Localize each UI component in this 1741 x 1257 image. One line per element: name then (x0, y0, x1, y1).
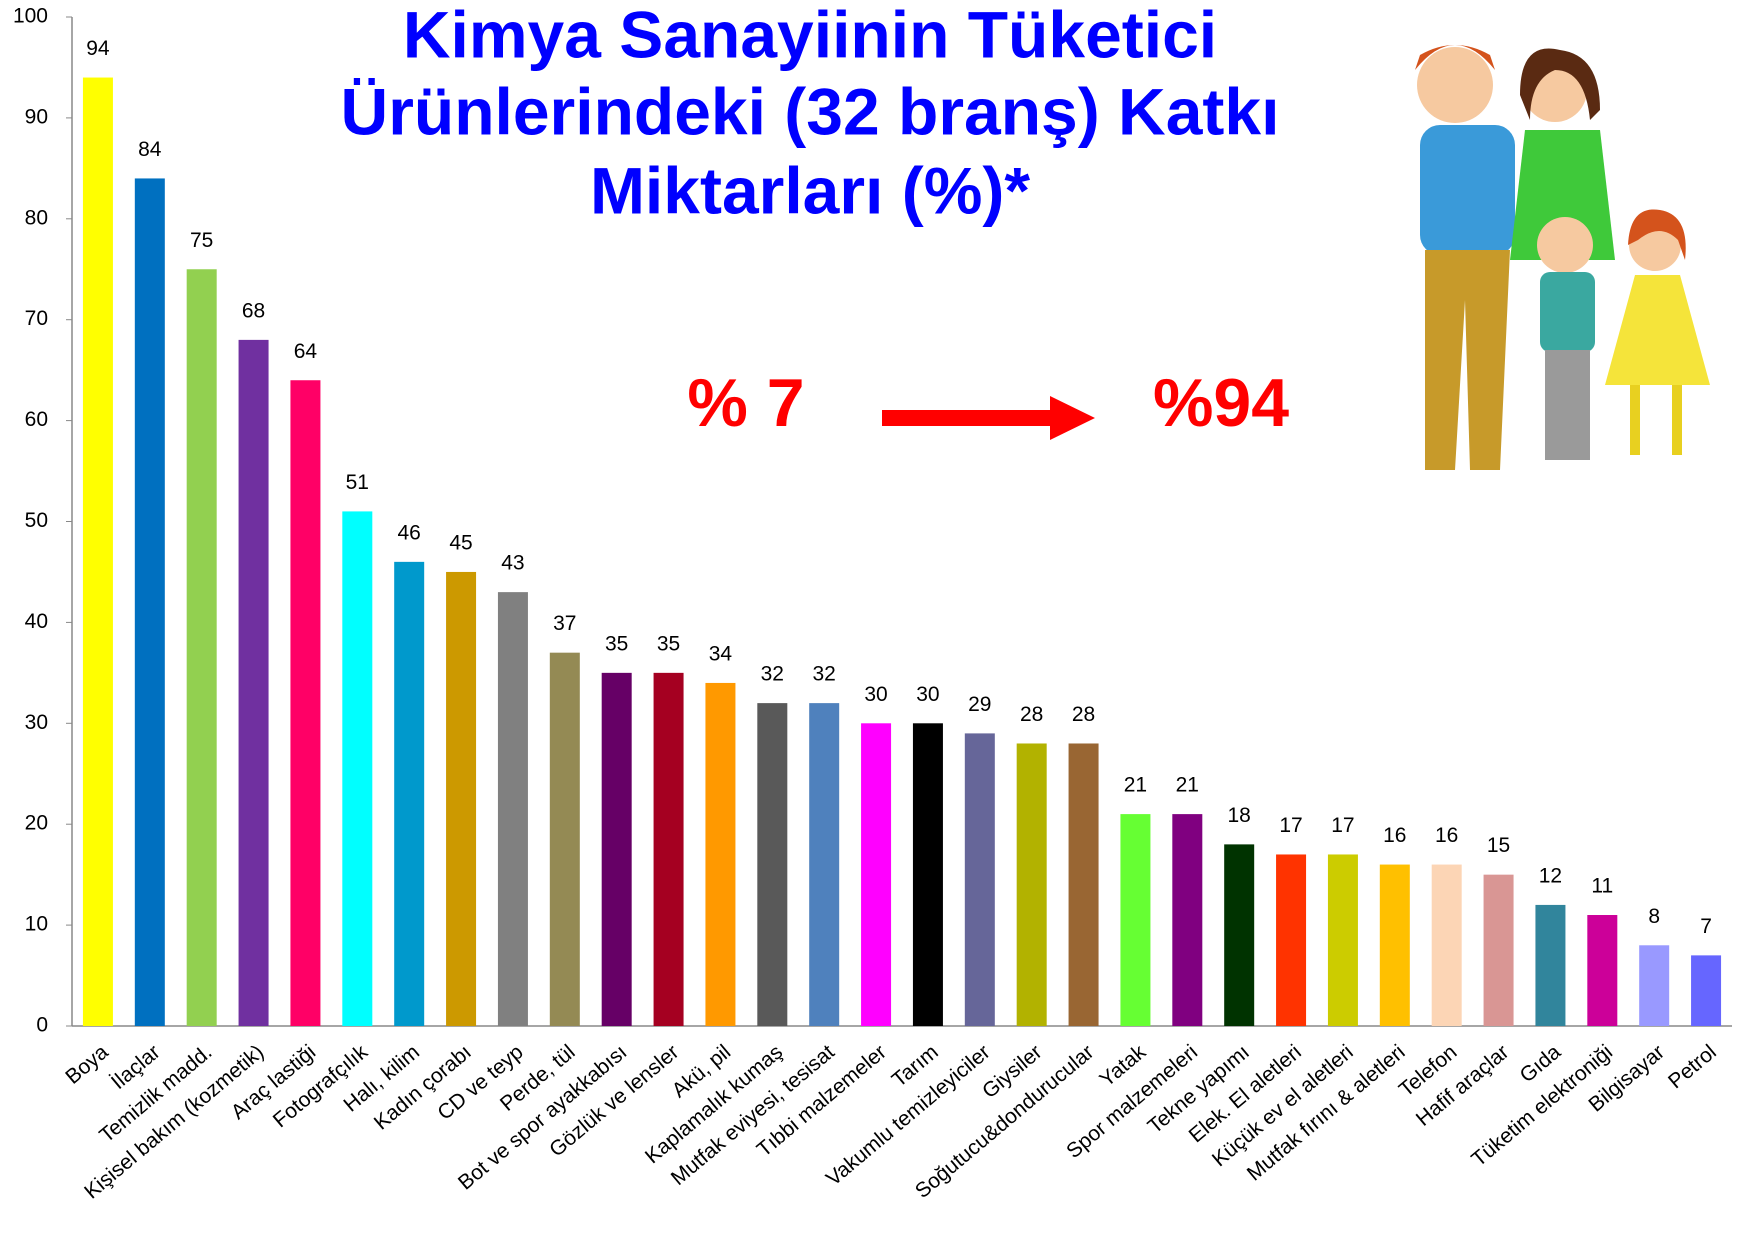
father-shirt (1420, 125, 1515, 255)
boy-shirt (1540, 272, 1595, 352)
page: Kimya Sanayiinin Tüketici Ürünlerindeki … (0, 0, 1741, 1257)
data-label: 64 (294, 340, 318, 363)
y-tick-label: 90 (25, 105, 48, 128)
bar (83, 78, 113, 1026)
data-label: 32 (813, 663, 836, 686)
data-label: 35 (657, 632, 680, 655)
data-label: 37 (553, 612, 576, 635)
arrow-shaft (882, 410, 1052, 426)
data-label: 30 (916, 683, 939, 706)
data-label: 84 (138, 138, 162, 161)
y-tick-label: 70 (25, 307, 48, 330)
girl-leg (1630, 385, 1640, 455)
data-label: 28 (1020, 703, 1043, 726)
bar (1328, 854, 1358, 1026)
arrow (882, 396, 1095, 440)
bar (1484, 875, 1514, 1026)
bar (965, 733, 995, 1026)
data-label: 8 (1648, 905, 1660, 928)
data-label: 46 (398, 521, 421, 544)
y-tick-label: 30 (25, 711, 48, 734)
bar (1120, 814, 1150, 1026)
data-label: 7 (1700, 915, 1712, 938)
bar (1276, 854, 1306, 1026)
data-label: 34 (709, 642, 733, 665)
data-label: 30 (864, 683, 887, 706)
annotation: % 7 (687, 365, 804, 441)
annotation: %94 (1153, 365, 1289, 441)
bar (1069, 743, 1099, 1026)
bar (1587, 915, 1617, 1026)
father-trousers (1425, 250, 1510, 470)
bar (602, 673, 632, 1026)
bar (290, 380, 320, 1026)
x-tick-label: Petrol (1664, 1040, 1721, 1093)
data-label: 16 (1435, 824, 1458, 847)
bar (654, 673, 684, 1026)
y-tick-label: 60 (25, 408, 48, 431)
data-label: 75 (190, 229, 213, 252)
y-tick-label: 50 (25, 509, 48, 532)
illustration (1415, 45, 1710, 470)
chart: Kimya Sanayiinin Tüketici Ürünlerindeki … (0, 0, 1741, 1257)
data-label: 29 (968, 693, 991, 716)
data-label: 28 (1072, 703, 1095, 726)
data-label: 18 (1228, 804, 1251, 827)
bar (135, 178, 165, 1026)
bar (1172, 814, 1202, 1026)
bar (705, 683, 735, 1026)
chart-title: Miktarları (%)* (590, 153, 1030, 227)
data-label: 43 (501, 552, 524, 575)
chart-title: Ürünlerindeki (32 branş) Katkı (341, 74, 1280, 148)
y-tick-label: 100 (13, 5, 48, 28)
y-tick-label: 80 (25, 206, 48, 229)
data-label: 15 (1487, 834, 1510, 857)
y-tick-label: 0 (36, 1014, 48, 1037)
bar (1691, 955, 1721, 1026)
data-label: 16 (1383, 824, 1406, 847)
bar (394, 562, 424, 1026)
y-tick-label: 40 (25, 610, 48, 633)
data-label: 94 (86, 37, 110, 60)
x-tick-label: Boya (61, 1040, 113, 1089)
data-label: 21 (1124, 774, 1147, 797)
bar (1380, 865, 1410, 1026)
data-label: 68 (242, 299, 265, 322)
arrow-head (1050, 396, 1095, 440)
bar (861, 723, 891, 1026)
data-label: 11 (1591, 875, 1613, 898)
chart-title: Kimya Sanayiinin Tüketici (403, 0, 1217, 71)
data-label: 21 (1176, 774, 1199, 797)
y-tick-label: 10 (25, 913, 48, 936)
boy-trousers (1545, 350, 1590, 460)
bar (1535, 905, 1565, 1026)
bar (187, 269, 217, 1026)
bar (1432, 865, 1462, 1026)
bar (498, 592, 528, 1026)
bar (1017, 743, 1047, 1026)
bar (550, 653, 580, 1026)
bar (1639, 945, 1669, 1026)
data-label: 51 (346, 471, 369, 494)
bar (239, 340, 269, 1026)
bar (446, 572, 476, 1026)
data-label: 45 (449, 531, 472, 554)
girl-leg (1672, 385, 1682, 455)
data-label: 17 (1279, 814, 1302, 837)
father-head (1417, 47, 1493, 123)
data-label: 12 (1539, 864, 1562, 887)
bar (1224, 844, 1254, 1026)
bar (757, 703, 787, 1026)
bar (913, 723, 943, 1026)
boy-head (1537, 217, 1593, 273)
data-label: 32 (761, 663, 784, 686)
bar (342, 511, 372, 1026)
bar (809, 703, 839, 1026)
data-label: 17 (1331, 814, 1354, 837)
data-label: 35 (605, 632, 628, 655)
y-tick-label: 20 (25, 812, 48, 835)
girl-dress (1605, 275, 1710, 385)
